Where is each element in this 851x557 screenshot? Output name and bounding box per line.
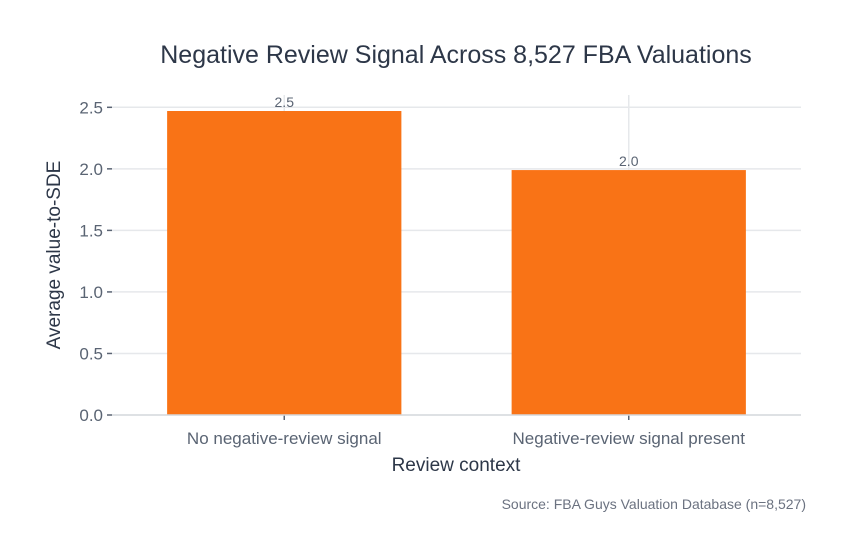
bar-value-label: 2.0 xyxy=(619,153,639,169)
y-tick-label: 0.0 xyxy=(79,406,103,425)
bar xyxy=(511,170,746,415)
y-tick-label: 2.5 xyxy=(79,98,103,117)
chart-title: Negative Review Signal Across 8,527 FBA … xyxy=(160,41,752,69)
y-tick-label: 1.5 xyxy=(79,221,103,240)
x-tick-label: Negative-review signal present xyxy=(513,429,746,448)
x-axis-label: Review context xyxy=(392,455,522,476)
y-tick-label: 1.0 xyxy=(79,283,103,302)
y-tick-label: 2.0 xyxy=(79,160,103,179)
y-axis: 0.0 0.5 1.0 1.5 2.0 2.5 xyxy=(79,98,112,425)
bar-value-label: 2.5 xyxy=(275,94,295,110)
x-axis: No negative-review signal Negative-review… xyxy=(187,415,745,448)
y-tick-label: 0.5 xyxy=(79,344,103,363)
source-note: Source: FBA Guys Valuation Database (n=8… xyxy=(502,496,806,512)
bar xyxy=(167,111,402,415)
y-axis-label: Average value-to-SDE xyxy=(44,161,65,350)
bars: 2.5 2.0 xyxy=(167,94,746,415)
x-tick-label: No negative-review signal xyxy=(187,429,382,448)
